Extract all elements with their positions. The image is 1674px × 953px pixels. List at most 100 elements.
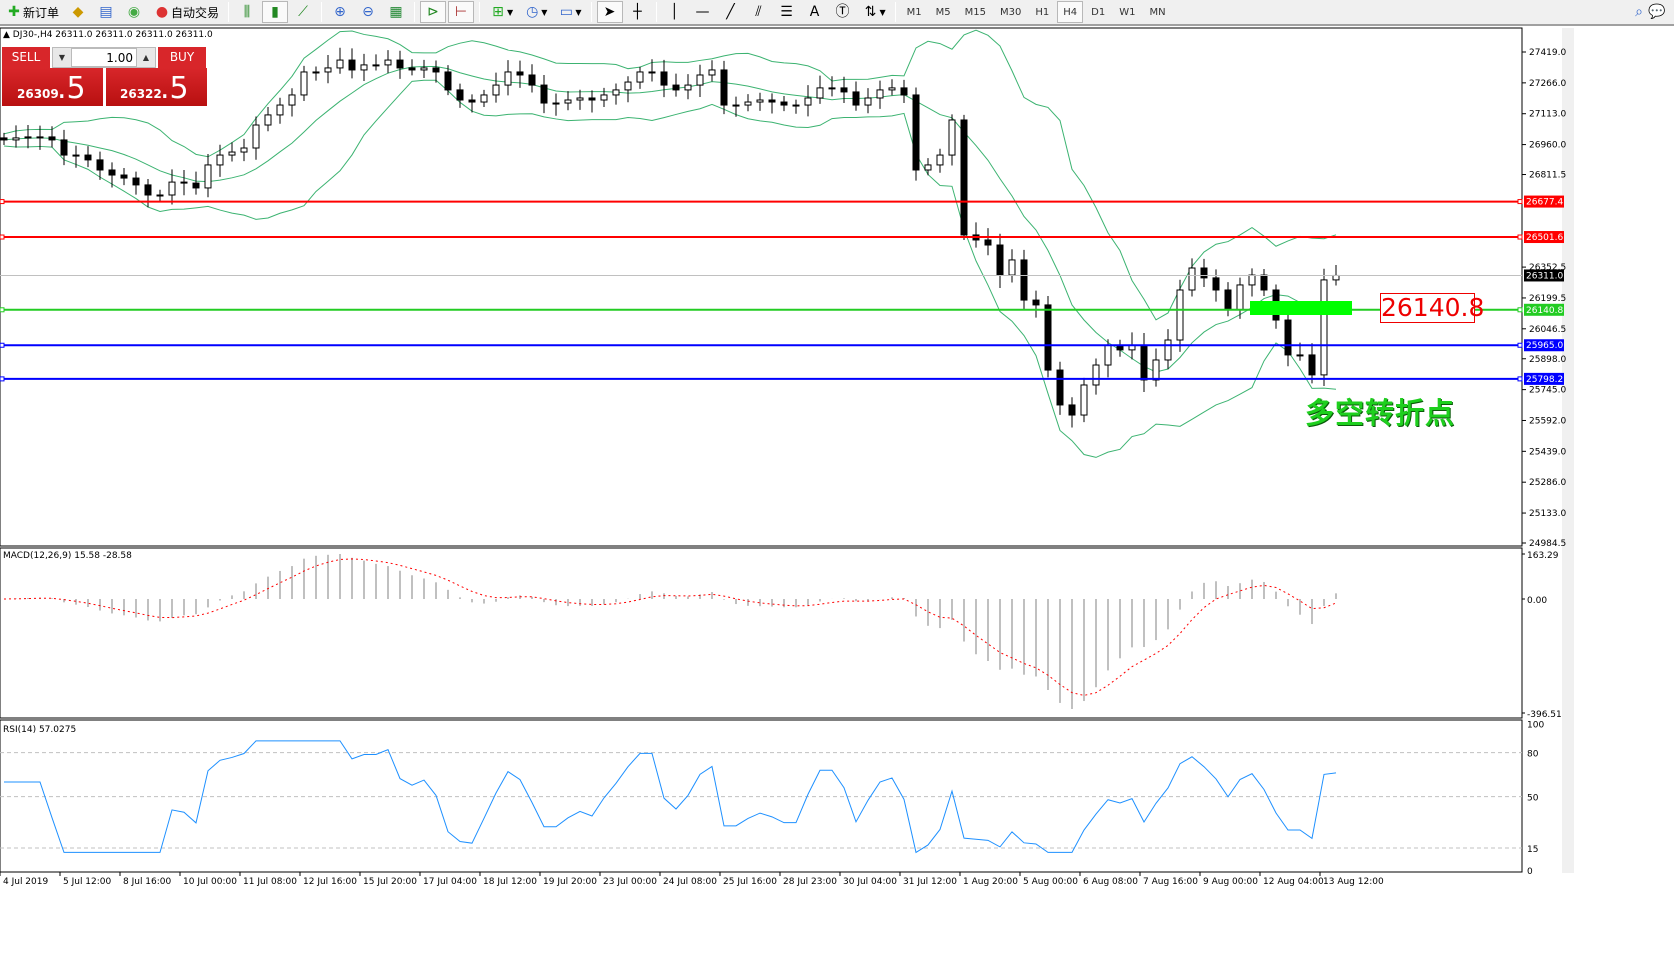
line-anchor bbox=[0, 199, 5, 205]
timeframe-m15[interactable]: M15 bbox=[964, 6, 987, 18]
text-button[interactable]: A bbox=[802, 1, 828, 23]
history-button[interactable]: ◆ bbox=[65, 1, 91, 23]
candle-body bbox=[576, 97, 584, 101]
collapse-arrow-icon[interactable]: ▲ bbox=[3, 30, 13, 40]
search-icon[interactable]: ⌕ bbox=[1635, 4, 1643, 20]
time-label: 23 Jul 00:00 bbox=[603, 877, 657, 887]
candle-body bbox=[288, 94, 296, 106]
zoom-out-button[interactable]: ⊖ bbox=[355, 1, 381, 23]
candle-body bbox=[1296, 354, 1304, 357]
time-label: 9 Aug 00:00 bbox=[1203, 877, 1258, 887]
crosshair-button[interactable]: ┼ bbox=[625, 1, 651, 23]
line-anchor bbox=[1517, 342, 1523, 348]
time-label: 24 Jul 08:00 bbox=[663, 877, 717, 887]
candle-body bbox=[1236, 284, 1244, 311]
chat-icon[interactable]: 💬 bbox=[1648, 4, 1666, 20]
templates-button[interactable]: ▭ ▼ bbox=[553, 1, 585, 23]
sell-price[interactable]: 26309 .5 bbox=[2, 68, 103, 106]
green-zone-rectangle bbox=[1250, 301, 1352, 315]
sell-button[interactable]: SELL bbox=[2, 47, 50, 68]
signals-button[interactable]: ◉ bbox=[121, 1, 147, 23]
time-label: 31 Jul 12:00 bbox=[903, 877, 957, 887]
zoom-in-button[interactable]: ⊕ bbox=[327, 1, 353, 23]
trendline-button[interactable]: ╱ bbox=[718, 1, 744, 23]
autoscroll-button[interactable]: ⊳ bbox=[420, 1, 447, 23]
price-tick-label: 25745.0 bbox=[1529, 386, 1566, 396]
candle-body bbox=[120, 174, 128, 179]
lot-decrease-button[interactable]: ▼ bbox=[58, 53, 66, 62]
toolbar: ✚ 新订单 ◆ ▤ ◉ ● 自动交易 ⫼ ▮ ⟋ ⊕ ⊖ ▦ ⊳ ⊢ ⊞ ▼ ◷ ▼ ▭… bbox=[0, 0, 1674, 26]
candle-body bbox=[552, 102, 560, 105]
timeframe-m30[interactable]: M30 bbox=[1000, 6, 1022, 18]
divider bbox=[414, 2, 416, 22]
line-anchor bbox=[1517, 307, 1523, 313]
candle-body bbox=[612, 89, 620, 96]
buy-button[interactable]: BUY bbox=[158, 47, 206, 68]
candle-body bbox=[1068, 404, 1076, 416]
candle-body bbox=[396, 59, 404, 69]
price-tick-label: 26352.5 bbox=[1529, 263, 1566, 273]
candle-body bbox=[732, 104, 740, 107]
candle-body bbox=[960, 119, 968, 236]
arrows-button[interactable]: ⇅ ▼ bbox=[858, 1, 890, 23]
candle-body bbox=[1260, 274, 1268, 291]
new-order-button[interactable]: ✚ 新订单 bbox=[1, 1, 63, 23]
timeframe-mn[interactable]: MN bbox=[1149, 6, 1166, 18]
candle-body bbox=[1176, 289, 1184, 341]
timeframe-h4[interactable]: H4 bbox=[1057, 1, 1084, 23]
candle-body bbox=[324, 67, 332, 73]
chart-shift-button[interactable]: ⊢ bbox=[448, 1, 475, 23]
candle-body bbox=[912, 94, 920, 171]
equidistant-channel-button[interactable]: ⫽ bbox=[746, 1, 772, 23]
candle-body bbox=[300, 71, 308, 96]
timeframe-d1[interactable]: D1 bbox=[1091, 6, 1106, 18]
pivot-annotation[interactable]: 多空转折点 bbox=[1305, 396, 1456, 430]
cursor-button[interactable]: ➤ bbox=[596, 1, 623, 23]
timeframe-h1[interactable]: H1 bbox=[1035, 6, 1050, 18]
fibonacci-button[interactable]: ☰ bbox=[774, 1, 800, 23]
price-marker bbox=[1524, 195, 1564, 208]
auto-trading-icon: ● bbox=[155, 4, 169, 20]
candle-body bbox=[684, 84, 692, 91]
time-label: 17 Jul 04:00 bbox=[423, 877, 477, 887]
horizontal-line-button[interactable]: — bbox=[690, 1, 716, 23]
timeframe-w1[interactable]: W1 bbox=[1119, 6, 1136, 18]
timeframe-m5[interactable]: M5 bbox=[935, 6, 951, 18]
candle-body bbox=[348, 59, 356, 71]
price-marker-label: 25965.0 bbox=[1526, 341, 1563, 351]
vertical-line-button[interactable]: │ bbox=[662, 1, 688, 23]
vertical-line-icon: │ bbox=[670, 4, 679, 20]
lot-input[interactable] bbox=[71, 48, 137, 67]
right-scroll-strip bbox=[1562, 28, 1574, 873]
price-marker-label: 26140.8 bbox=[1526, 306, 1563, 316]
indicators-button[interactable]: ⊞ ▼ bbox=[485, 1, 517, 23]
candle-body bbox=[876, 89, 884, 99]
periods-button[interactable]: ◷ ▼ bbox=[519, 1, 551, 23]
terminal-button[interactable]: ▤ bbox=[93, 1, 119, 23]
line-anchor bbox=[1517, 199, 1523, 205]
text-label-button[interactable]: Ⓣ bbox=[830, 1, 856, 23]
candle-body bbox=[636, 71, 644, 83]
auto-trading-button[interactable]: ● 自动交易 bbox=[149, 1, 223, 23]
autoscroll-icon: ⊳ bbox=[427, 4, 439, 20]
price-tick-label: 25898.0 bbox=[1529, 355, 1566, 365]
price-tick-label: 25286.0 bbox=[1529, 478, 1566, 488]
tile-windows-button[interactable]: ▦ bbox=[383, 1, 409, 23]
line-chart-button[interactable]: ⟋ bbox=[290, 1, 316, 23]
timeframe-m1[interactable]: M1 bbox=[906, 6, 922, 18]
bollinger-middle bbox=[3, 66, 1337, 373]
candle-body bbox=[432, 67, 440, 73]
price-text-label[interactable]: 26140.8 bbox=[1380, 293, 1485, 323]
candle-body bbox=[792, 104, 800, 107]
bar-chart-button[interactable]: ⫼ bbox=[234, 1, 260, 23]
candle-chart-button[interactable]: ▮ bbox=[262, 1, 289, 23]
candlestick-icon: ▮ bbox=[271, 4, 279, 20]
trendline-icon: ╱ bbox=[726, 4, 735, 20]
divider bbox=[590, 2, 592, 22]
buy-price[interactable]: 26322 .5 bbox=[106, 68, 207, 106]
candle-body bbox=[36, 136, 44, 139]
candle-body bbox=[1212, 277, 1220, 291]
rsi-tick-label: 80 bbox=[1527, 750, 1539, 760]
lot-increase-button[interactable]: ▲ bbox=[142, 53, 150, 62]
